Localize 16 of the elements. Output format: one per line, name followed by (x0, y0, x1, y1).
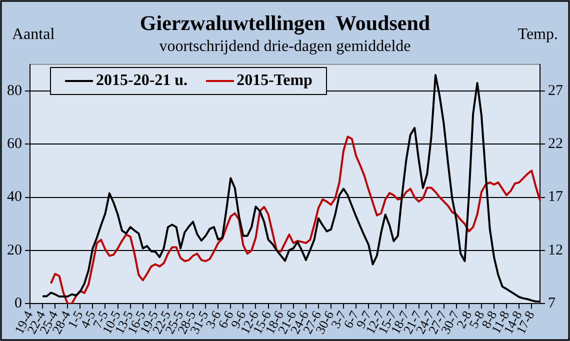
chart-title: Gierzwaluwtellingen Woudsend (140, 11, 430, 36)
y2-tick-label: 27 (548, 82, 564, 99)
legend-label: 2015-Temp (236, 72, 312, 90)
y-tick-label: 20 (7, 242, 22, 258)
y2-axis-title: Temp. (518, 26, 558, 44)
y2-tick-label: 12 (548, 242, 563, 258)
y-tick-label: 80 (7, 82, 22, 99)
y-tick-label: 0 (14, 296, 22, 312)
y2-tick-label: 22 (548, 136, 563, 152)
y-axis-title: Aantal (12, 26, 56, 44)
y-tick-label: 40 (7, 189, 22, 206)
y-tick-label: 60 (7, 136, 22, 152)
chart-subtitle: voortschrijdend drie-dagen gemiddelde (159, 38, 411, 56)
legend-label: 2015-20-21 u. (96, 72, 188, 90)
y2-tick-label: 17 (548, 189, 564, 206)
y2-tick-label: 7 (548, 296, 556, 312)
